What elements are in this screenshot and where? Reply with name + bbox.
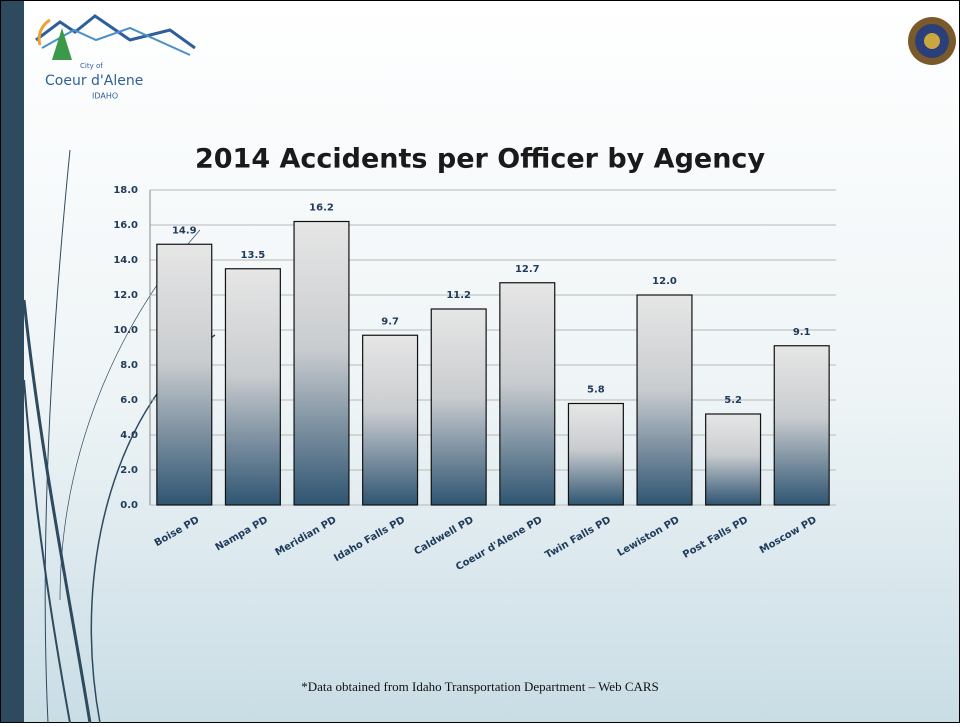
logo-state: IDAHO [92,92,118,101]
bar [773,345,830,506]
value-label: 16.2 [309,203,334,214]
bar [430,308,487,506]
badge [908,17,956,65]
value-label: 12.0 [652,276,677,287]
y-tick-label: 12.0 [113,290,138,301]
y-tick-label: 4.0 [120,430,138,441]
footnote: *Data obtained from Idaho Transportation… [301,679,659,694]
y-tick-label: 18.0 [113,185,138,196]
y-tick-label: 0.0 [120,500,138,511]
bar [362,334,419,506]
bar [567,402,624,506]
logo-sun [37,18,51,46]
bar [293,220,350,506]
bar [705,413,762,506]
bar [156,243,213,506]
value-label: 14.9 [172,225,197,236]
y-tick-label: 16.0 [113,220,138,231]
bar [499,282,556,506]
value-label: 11.2 [446,290,471,301]
logo-name: Coeur d'Alene [45,73,143,89]
y-tick-label: 10.0 [113,325,138,336]
y-tick-label: 14.0 [113,255,138,266]
value-label: 9.7 [381,316,399,327]
value-label: 9.1 [793,327,811,338]
value-label: 5.8 [587,385,605,396]
value-label: 12.7 [515,264,540,275]
y-tick-label: 8.0 [120,360,138,371]
y-tick-label: 2.0 [120,465,138,476]
bar [636,294,693,506]
side-strip [0,0,24,723]
y-tick-label: 6.0 [120,395,138,406]
chart-title: 2014 Accidents per Officer by Agency [195,144,765,175]
bar [224,268,281,506]
logo: City of Coeur d'Alene IDAHO [35,14,196,101]
value-label: 5.2 [724,395,742,406]
logo-city: City of [80,62,103,70]
value-label: 13.5 [241,250,266,261]
logo-mountains [35,14,196,50]
badge-center [924,33,940,49]
logo-tree [52,28,72,60]
